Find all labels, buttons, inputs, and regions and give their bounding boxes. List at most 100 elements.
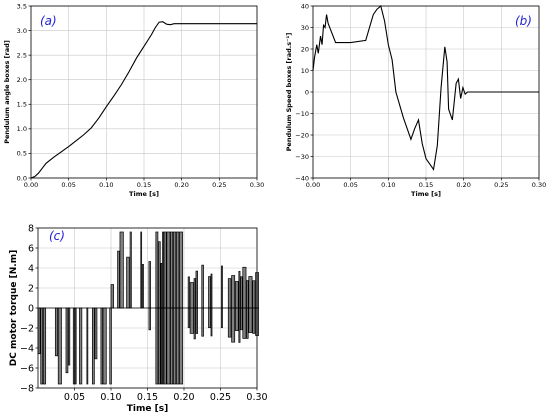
y-tick-label: 2.0 [17, 76, 27, 84]
torque-pulse [208, 276, 211, 309]
torque-pulse [246, 280, 249, 309]
y-tick-label: −10 [295, 110, 309, 118]
torque-pulse [102, 307, 107, 385]
y-tick-label: −20 [295, 131, 309, 139]
x-tick-label: 0.05 [343, 181, 357, 189]
y-tick-label: −4 [20, 343, 34, 354]
torque-pulse [65, 307, 69, 374]
torque-pulse [252, 307, 256, 334]
x-tick-label: 0.30 [246, 392, 267, 403]
y-tick-label: 2.5 [17, 51, 27, 59]
torque-pulse [163, 307, 167, 385]
torque-pulse [240, 276, 243, 309]
x-tick-label: 0.15 [137, 392, 158, 403]
torque-pulse [248, 307, 253, 333]
y-tick-label: 4 [28, 263, 34, 274]
torque-pulse [238, 270, 241, 309]
x-tick-label: 0.20 [174, 181, 188, 189]
torque-pulse [86, 307, 89, 385]
y-tick-label: −8 [20, 383, 34, 394]
torque-pulse [252, 280, 256, 309]
torque-pulse [172, 231, 177, 309]
torque-pulse [220, 307, 223, 329]
y-tick-label: 8 [28, 223, 34, 234]
torque-pulse [176, 307, 180, 385]
torque-pulse [42, 307, 47, 385]
x-tick-label: 0.25 [210, 392, 231, 403]
panel-b-label: (b) [515, 14, 532, 28]
y-tick-label: 1.0 [17, 125, 27, 133]
torque-pulse [155, 231, 159, 309]
panel-a-ylabel: Pendulum angle boxes [rad] [3, 40, 11, 144]
torque-pulse [210, 307, 213, 337]
panel-a: 0.00 0.05 0.10 0.15 0.20 0.25 0.30 0.0 0.5 1.0 1.5… [3, 2, 264, 198]
series-line-a [30, 21, 257, 179]
y-tick-label: 40 [301, 2, 309, 10]
torque-pulse [129, 231, 132, 309]
y-tick-label: −6 [20, 363, 34, 374]
panel-c-xlabel: Time [s] [127, 404, 168, 414]
torque-pulse [117, 250, 120, 309]
y-tick-label: −40 [295, 174, 309, 182]
x-tick-label: 0.15 [419, 181, 433, 189]
torque-pulse [234, 281, 239, 309]
torque-pulse [195, 270, 198, 309]
torque-pulse [68, 307, 71, 366]
torque-pulse [119, 231, 124, 309]
x-tick-label: 0.25 [212, 181, 226, 189]
torque-pulse [189, 307, 194, 334]
torque-pulse [160, 263, 163, 309]
torque-pulse [166, 231, 171, 309]
torque-pulse [91, 307, 95, 385]
panel-c-label: (c) [49, 229, 65, 243]
torque-pulse [158, 241, 161, 309]
torque-pulse [176, 231, 180, 309]
x-tick-label: 0.30 [250, 181, 264, 189]
torque-pulse [94, 307, 98, 360]
x-tick-label: 0.20 [456, 181, 470, 189]
y-tick-label: 20 [301, 45, 309, 53]
y-tick-label: 30 [301, 24, 309, 32]
torque-pulse [201, 307, 204, 337]
torque-pulse [163, 231, 167, 309]
torque-pulse [246, 307, 249, 339]
torque-pulse [234, 307, 239, 331]
x-tick-label: 0.10 [381, 181, 395, 189]
torque-pulse [195, 307, 198, 334]
torque-pulse [187, 307, 190, 328]
x-tick-label: 0.00 [24, 181, 38, 189]
torque-pulse [158, 307, 161, 385]
y-tick-label: 1.5 [17, 101, 27, 109]
x-tick-label: 0.10 [100, 392, 121, 403]
torque-pulse [141, 264, 144, 309]
torque-pulse [208, 307, 211, 329]
torque-pulse [166, 307, 171, 385]
y-tick-label: 10 [301, 67, 309, 75]
torque-pulse [170, 307, 174, 385]
torque-pulse [179, 231, 184, 309]
y-tick-label: 3.0 [17, 27, 27, 35]
x-tick-label: 0.20 [173, 392, 194, 403]
torque-pulse [210, 273, 213, 309]
panel-c-ylabel: DC motor torque [N.m] [9, 250, 19, 366]
torque-pulse [140, 231, 143, 309]
torque-pulse [248, 276, 253, 309]
torque-pulse [193, 307, 196, 340]
torque-pulse [227, 278, 232, 309]
y-tick-label: 0.5 [17, 150, 27, 158]
torque-pulse [155, 307, 159, 385]
y-tick-label: −2 [20, 323, 34, 334]
torque-pulse [231, 275, 236, 309]
torque-pulse [231, 307, 236, 343]
y-tick-label: 3.5 [17, 2, 27, 10]
torque-bars [37, 231, 259, 385]
panel-a-xlabel: Time [s] [129, 190, 159, 198]
x-tick-label: 0.00 [306, 181, 320, 189]
x-tick-label: 0.05 [64, 392, 85, 403]
panel-c: 0.05 0.10 0.15 0.20 0.25 0.30 −8 −6 −4 −2 0 2 4 6 8 (c… [9, 223, 268, 414]
torque-pulse [160, 307, 163, 385]
torque-pulse [54, 307, 58, 357]
y-tick-label: −30 [295, 153, 309, 161]
torque-pulse [126, 256, 130, 309]
